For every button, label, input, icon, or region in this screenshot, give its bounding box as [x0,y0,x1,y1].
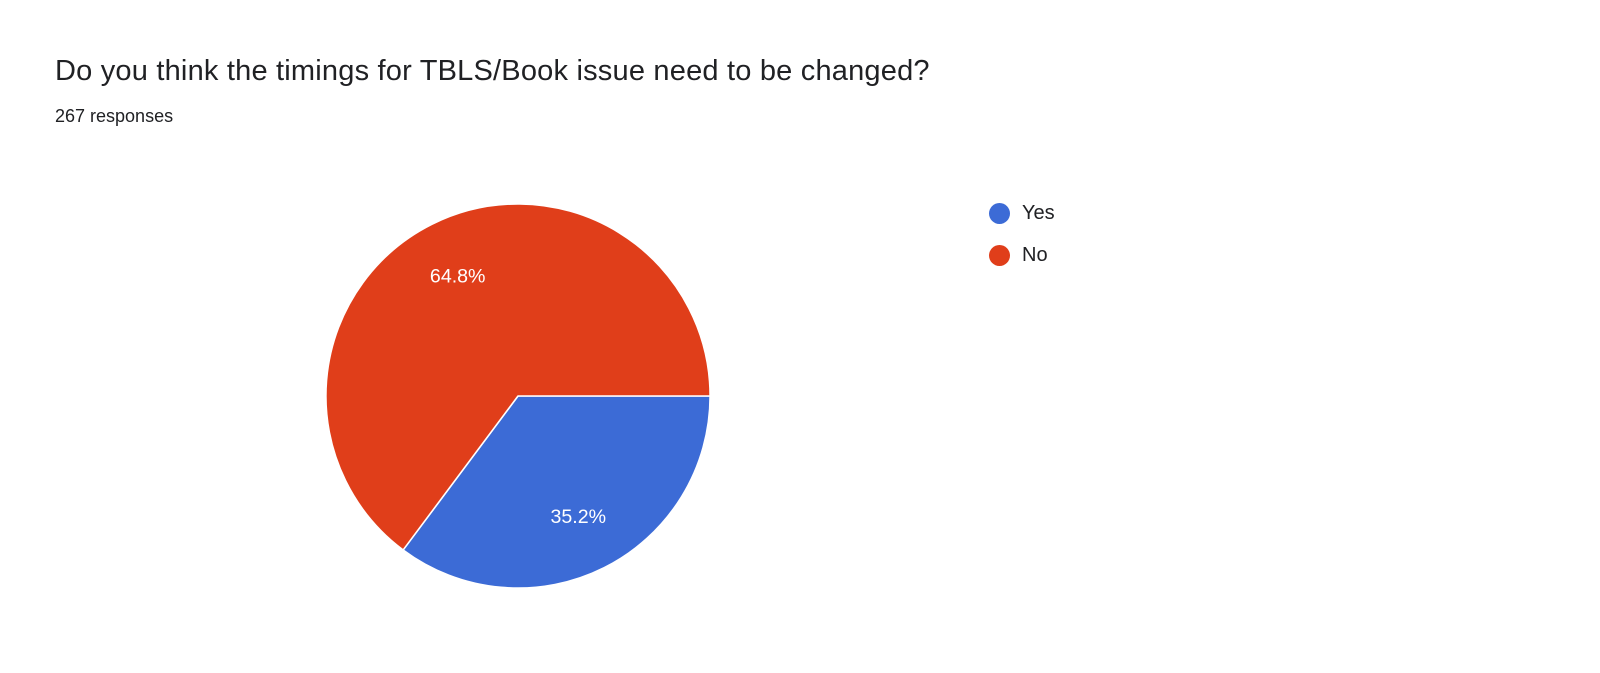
pie-slice-no[interactable] [325,203,711,551]
legend-item-yes: Yes [989,202,1055,225]
question-title: Do you think the timings for TBLS/Book i… [55,55,930,87]
legend-color-dot [989,245,1010,266]
pie-chart-svg: 35.2% 64.8% [325,203,711,589]
pie-chart: 35.2% 64.8% [322,200,714,592]
legend: Yes No [989,202,1055,267]
pie-slice-label-yes: 35.2% [551,506,607,528]
response-count: 267 responses [55,106,174,126]
legend-item-no: No [989,244,1055,267]
pie-slice-label-no: 64.8% [430,266,486,288]
legend-color-dot [989,203,1010,224]
pie-slice-yes[interactable] [402,395,711,589]
legend-label: No [1022,244,1048,266]
legend-label: Yes [1022,202,1055,224]
